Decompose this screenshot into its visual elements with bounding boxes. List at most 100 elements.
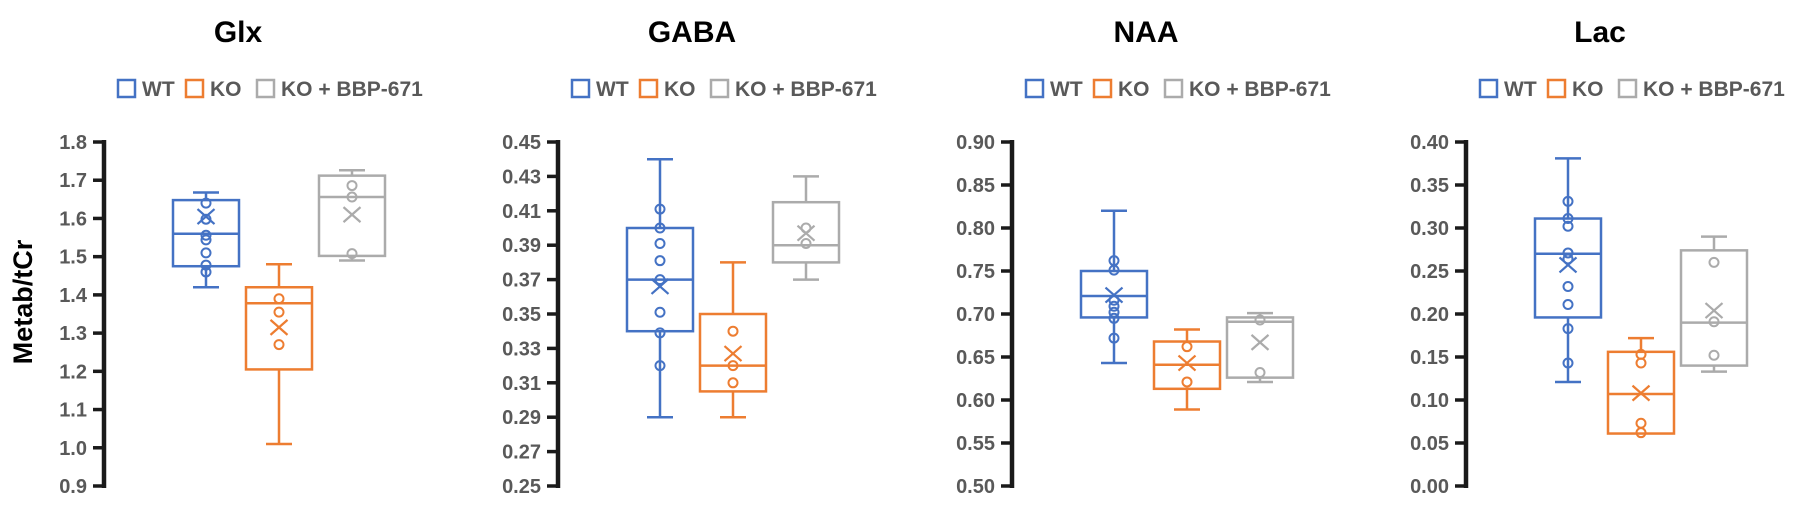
mean-marker: [1704, 302, 1724, 319]
y-tick-label: 0.80: [956, 218, 995, 240]
y-tick-label: 0.30: [1410, 218, 1449, 240]
y-tick-label: 0.35: [502, 304, 541, 326]
panel-glx: Glx WT KO KO + BBP-671 Metab/tCr 0.9 1.0 1…: [0, 0, 454, 512]
box: [1533, 217, 1603, 319]
legend-swatch-ko-bbp-671: [1163, 78, 1184, 99]
mean-marker: [650, 278, 670, 295]
data-point: [1108, 312, 1120, 324]
y-tick-label: 0.10: [1410, 390, 1449, 412]
y-tick-label: 0.25: [502, 476, 541, 498]
boxplot-naa: NAA WT KO KO + BBP-671 0.500.550.600.650…: [956, 16, 1331, 498]
data-point: [1108, 332, 1120, 344]
data-point: [654, 222, 666, 234]
legend-swatch-wt: [1478, 78, 1499, 99]
data-point: [727, 360, 739, 372]
box: [1606, 350, 1676, 435]
y-tick-label: 0.27: [502, 442, 541, 464]
data-point: [346, 191, 358, 203]
legend-label-ko-bbp-671: KO + BBP-671: [1189, 78, 1331, 101]
box: [771, 200, 841, 264]
data-point: [346, 248, 358, 260]
box-group-ko: [1152, 328, 1222, 411]
data-point: [1562, 220, 1574, 232]
chart-title: NAA: [1114, 16, 1179, 49]
legend-label-ko-bbp-671: KO + BBP-671: [735, 78, 877, 101]
legend: WT KO KO + BBP-671: [1024, 78, 1331, 101]
legend-label-wt: WT: [1050, 78, 1083, 101]
panel-gaba: GABA WT KO KO + BBP-671 0.25 0.27 0.29 0.31…: [454, 0, 908, 512]
legend-label-ko: KO: [1118, 78, 1150, 101]
y-tick-label: 1.8: [59, 132, 87, 154]
legend-swatch-ko: [1546, 78, 1567, 99]
y-tick-label: 0.60: [956, 390, 995, 412]
chart-title: Glx: [214, 16, 263, 49]
legend-label-ko: KO: [1572, 78, 1604, 101]
data-point: [1708, 316, 1720, 328]
data-point: [727, 377, 739, 389]
data-point: [200, 229, 212, 241]
plot-area: 0.25 0.27 0.29 0.31 0.33 0.35 0.37 0.39 0.41 0.43…: [502, 132, 841, 498]
y-tick-label: 1.1: [59, 400, 87, 422]
box-group-wt: [171, 191, 241, 289]
mean-marker: [342, 206, 362, 223]
data-point: [1562, 299, 1574, 311]
legend-swatch-ko: [1092, 78, 1113, 99]
legend-label-wt: WT: [596, 78, 629, 101]
legend-swatch-ko-bbp-671: [709, 78, 730, 99]
y-tick-label: 0.70: [956, 304, 995, 326]
plot-area: 0.9 1.0 1.1 1.2 1.3 1.4 1.5 1.6 1.7 1.8: [59, 132, 387, 498]
panel-lac: Lac WT KO KO + BBP-671 0.00 0.05 0.10 0.15 0…: [1362, 0, 1816, 512]
boxplot-gaba: GABA WT KO KO + BBP-671 0.25 0.27 0.29 0.31…: [502, 16, 877, 498]
data-point: [654, 255, 666, 267]
y-tick-label: 0.33: [502, 338, 541, 360]
y-tick-label: 0.50: [956, 476, 995, 498]
y-tick-label: 0.05: [1410, 433, 1449, 455]
y-tick-label: 1.5: [59, 247, 87, 269]
y-tick-label: 0.85: [956, 175, 995, 197]
data-point: [1562, 247, 1574, 259]
y-tick-label: 0.41: [502, 201, 541, 223]
data-point: [654, 360, 666, 372]
data-point: [273, 293, 285, 305]
plot-area: 0.50 0.55 0.60 0.65 0.70 0.75 0.80 0.85 0.90: [956, 132, 1295, 498]
data-point: [1635, 417, 1647, 429]
y-tick-label: 1.0: [59, 438, 87, 460]
data-point: [200, 266, 212, 278]
legend-label-ko: KO: [210, 78, 242, 101]
legend-swatch-ko: [638, 78, 659, 99]
y-tick-label: 0.75: [956, 261, 995, 283]
legend-label-ko-bbp-671: KO + BBP-671: [281, 78, 423, 101]
data-point: [1254, 314, 1266, 326]
data-point: [1108, 306, 1120, 318]
data-point: [346, 180, 358, 192]
panel-naa: NAA WT KO KO + BBP-671 0.50 0.55 0.60 0.65 0…: [908, 0, 1362, 512]
legend: WT KO KO + BBP-671: [116, 78, 423, 101]
data-point: [1108, 300, 1120, 312]
data-point: [654, 203, 666, 215]
data-point: [1562, 323, 1574, 335]
legend-swatch-ko: [184, 78, 205, 99]
box-group-ko: [1606, 336, 1676, 439]
box-group-ko-bbp-671: [771, 175, 841, 281]
chart-title: Lac: [1574, 16, 1626, 49]
y-axis-title: Metab/tCr: [8, 239, 38, 364]
data-point: [1635, 357, 1647, 369]
mean-marker: [1177, 354, 1197, 372]
mean-marker: [723, 345, 743, 362]
y-tick-label: 0.29: [502, 407, 541, 429]
data-point: [654, 237, 666, 249]
data-point: [1181, 376, 1193, 388]
data-point: [727, 325, 739, 337]
legend-swatch-wt: [116, 78, 137, 99]
legend-label-ko-bbp-671: KO + BBP-671: [1643, 78, 1785, 101]
y-tick-label: 0.31: [502, 373, 541, 395]
legend: WT KO KO + BBP-671: [1478, 78, 1785, 101]
data-point: [1562, 195, 1574, 207]
data-point: [1708, 349, 1720, 361]
data-point: [200, 247, 212, 259]
mean-marker: [269, 319, 289, 336]
y-tick-label: 0.40: [1410, 132, 1449, 154]
box-group-wt: [1533, 157, 1603, 384]
y-tick-label: 1.2: [59, 361, 87, 383]
box: [244, 285, 314, 371]
